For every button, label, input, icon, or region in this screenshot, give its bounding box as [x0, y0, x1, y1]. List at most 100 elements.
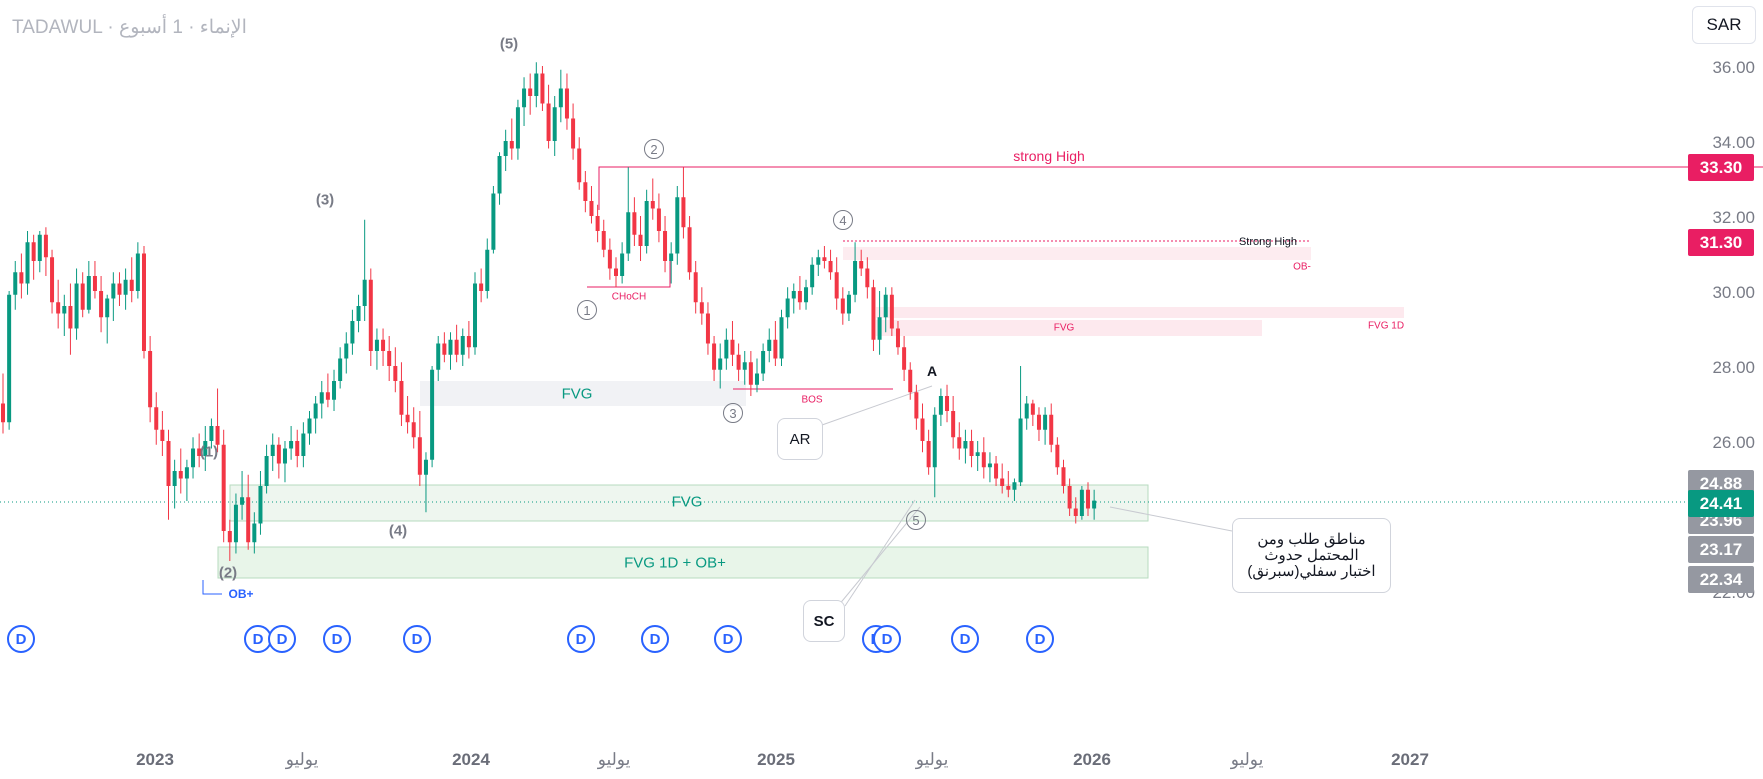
candle-body — [387, 351, 392, 366]
candle-body — [344, 343, 349, 359]
candle-body — [1079, 489, 1084, 516]
ar-connector — [821, 385, 933, 426]
candle-body — [773, 339, 778, 359]
candle-body — [374, 339, 379, 351]
time-label-july: يوليو — [285, 750, 319, 769]
candle-body — [411, 422, 416, 438]
candle-body — [19, 272, 24, 284]
candle-body — [571, 118, 576, 149]
candle-body — [804, 287, 809, 303]
candle-body — [129, 279, 134, 291]
candle-body — [730, 339, 735, 355]
dividend-marker[interactable]: D — [268, 625, 296, 653]
candle-body — [718, 358, 723, 370]
dividend-marker[interactable]: D — [873, 625, 901, 653]
candle-body — [1012, 482, 1017, 490]
candle-body — [448, 339, 453, 355]
candle-body — [515, 107, 520, 149]
candle-body — [319, 392, 324, 404]
candle-body — [1000, 478, 1005, 486]
candle-body — [43, 234, 48, 258]
price-tag-last: 24.41 — [1688, 490, 1754, 517]
price-tag-ob-top: 23.17 — [1688, 536, 1754, 563]
candle-body — [834, 272, 839, 299]
candle-body — [650, 201, 655, 209]
candle-body — [509, 141, 514, 149]
dividend-marker[interactable]: D — [7, 625, 35, 653]
candle-body — [197, 448, 202, 456]
fvg-1d-ob-label: FVG 1D + OB+ — [624, 554, 726, 572]
dividend-marker[interactable]: D — [714, 625, 742, 653]
candle-body — [742, 362, 747, 370]
ob-minus-zone — [843, 247, 1311, 260]
fvg-label-mid: FVG — [561, 385, 593, 403]
candle-body — [994, 463, 999, 479]
candle-body — [68, 306, 73, 329]
candle-body — [466, 336, 471, 348]
fvg-label-main: FVG — [671, 493, 703, 511]
candle-body — [914, 392, 919, 419]
candle-body — [975, 452, 980, 456]
candle-body — [987, 463, 992, 468]
dividend-marker[interactable]: D — [567, 625, 595, 653]
bos-label: BOS — [801, 394, 823, 406]
candle-body — [614, 268, 618, 276]
candle-body — [264, 456, 269, 486]
candle-body — [564, 88, 569, 119]
fvg-1d-zone — [876, 307, 1404, 318]
price-label: 26.00 — [1712, 433, 1755, 452]
strong-high-2-label: Strong High — [1238, 236, 1298, 248]
currency-button[interactable]: SAR — [1692, 6, 1756, 44]
candle-body — [227, 531, 232, 543]
time-label-2027: 2027 — [1391, 750, 1429, 769]
candle-body — [246, 497, 251, 543]
candle-body — [233, 504, 238, 543]
candle-body — [56, 302, 61, 314]
candle-body — [681, 197, 686, 228]
candle-body — [522, 88, 527, 108]
wave-label-1: (1) — [199, 443, 219, 461]
candle-body — [350, 321, 355, 344]
dividend-marker[interactable]: D — [641, 625, 669, 653]
candle-body — [417, 437, 422, 475]
candle-body — [172, 471, 177, 486]
candle-body — [338, 358, 343, 381]
dividend-marker[interactable]: D — [323, 625, 351, 653]
candle-body — [761, 351, 766, 374]
candle-body — [926, 441, 931, 468]
candle-body — [393, 366, 398, 381]
candle-body — [1006, 486, 1011, 490]
candle-body — [203, 441, 208, 456]
candle-body — [258, 486, 263, 524]
candle-body — [908, 369, 913, 393]
dividend-marker[interactable]: D — [403, 625, 431, 653]
candle-body — [957, 437, 962, 449]
candle-body — [313, 403, 318, 419]
candle-body — [148, 351, 153, 408]
fvg-1d-ob-zone — [217, 546, 1149, 579]
candle-body — [675, 197, 680, 254]
dividend-marker[interactable]: D — [951, 625, 979, 653]
note-callout: مناطق طلب ومن المحتمل حدوث اختبار سفلي(س… — [1232, 518, 1391, 593]
dividend-marker[interactable]: D — [1026, 625, 1054, 653]
candle-body — [822, 257, 827, 261]
choch-label: CHoCH — [611, 291, 647, 303]
note-line-1: مناطق طلب ومن — [1257, 530, 1366, 548]
note-line-2: المحتمل حدوث — [1264, 546, 1359, 564]
wave-label-2: (2) — [218, 564, 238, 582]
ob-plus-label: OB+ — [228, 587, 254, 601]
candle-body — [889, 294, 894, 329]
fvg-zone-mid — [420, 381, 746, 406]
candle-body — [583, 182, 588, 201]
candle-body — [632, 212, 637, 235]
price-tag-strong-high: 33.30 — [1688, 154, 1754, 181]
candle-body — [497, 156, 502, 194]
wave-label-5: (5) — [499, 35, 519, 53]
fvg-zone-main — [229, 484, 1149, 522]
candle-body — [123, 279, 128, 295]
candle-body — [534, 73, 539, 96]
candle-body — [423, 459, 428, 475]
candle-body — [270, 444, 275, 456]
candle-body — [853, 261, 858, 295]
